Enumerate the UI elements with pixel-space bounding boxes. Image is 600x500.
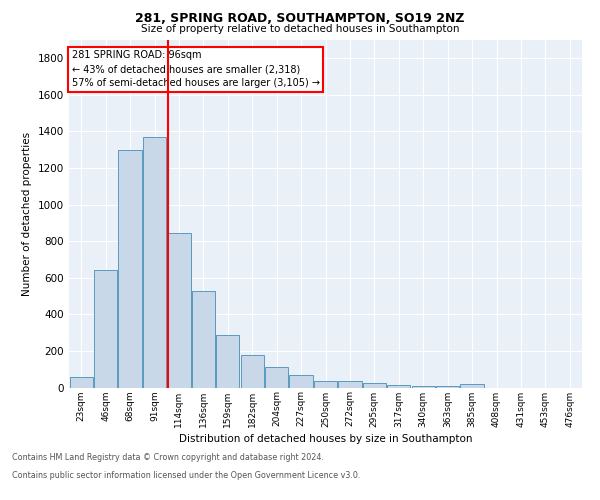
Bar — [192, 292, 215, 388]
Bar — [143, 137, 166, 388]
Text: 281 SPRING ROAD: 96sqm
← 43% of detached houses are smaller (2,318)
57% of semi-: 281 SPRING ROAD: 96sqm ← 43% of detached… — [71, 50, 320, 88]
Text: Contains HM Land Registry data © Crown copyright and database right 2024.: Contains HM Land Registry data © Crown c… — [12, 454, 324, 462]
Text: Contains public sector information licensed under the Open Government Licence v3: Contains public sector information licen… — [12, 471, 361, 480]
X-axis label: Distribution of detached houses by size in Southampton: Distribution of detached houses by size … — [179, 434, 472, 444]
Bar — [363, 384, 386, 388]
Bar — [94, 270, 117, 388]
Bar — [387, 385, 410, 388]
Text: Size of property relative to detached houses in Southampton: Size of property relative to detached ho… — [141, 24, 459, 34]
Bar — [265, 368, 288, 388]
Bar — [460, 384, 484, 388]
Y-axis label: Number of detached properties: Number of detached properties — [22, 132, 32, 296]
Bar — [436, 386, 459, 388]
Bar — [412, 386, 435, 388]
Bar — [70, 378, 93, 388]
Bar — [216, 336, 239, 388]
Bar — [314, 381, 337, 388]
Bar — [167, 233, 191, 388]
Bar — [241, 356, 264, 388]
Bar — [338, 381, 362, 388]
Bar — [118, 150, 142, 388]
Text: 281, SPRING ROAD, SOUTHAMPTON, SO19 2NZ: 281, SPRING ROAD, SOUTHAMPTON, SO19 2NZ — [135, 12, 465, 26]
Bar — [289, 374, 313, 388]
